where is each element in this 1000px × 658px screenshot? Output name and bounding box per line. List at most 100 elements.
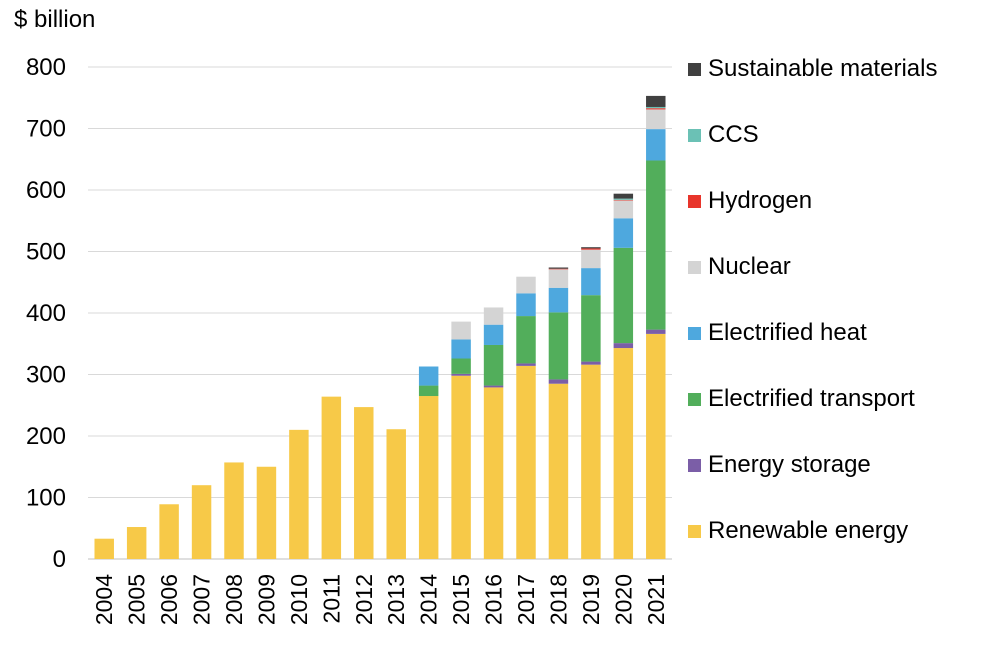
bar-segment-electrified-transport-2021: [646, 160, 666, 330]
bar-segment-nuclear-2020: [613, 200, 634, 219]
bar-segment-renewable-energy-2014: [418, 396, 439, 559]
legend-label: Nuclear: [708, 253, 791, 280]
bar-segment-nuclear-2021: [646, 109, 666, 130]
bar-segment-renewable-energy-2019: [581, 364, 601, 559]
x-tick-label: 2007: [189, 574, 215, 625]
legend-swatch: [688, 392, 701, 406]
bar-segment-electrified-transport-2019: [581, 295, 601, 362]
bar-segment-renewable-energy-2010: [289, 429, 309, 559]
bar-segment-energy-storage-2020: [613, 343, 634, 349]
bar-segment-ccs-2021: [646, 106, 666, 109]
legend-label: Hydrogen: [708, 187, 813, 214]
bar-segment-electrified-heat-2019: [581, 268, 601, 296]
unit-label: $ billion: [14, 6, 96, 33]
legend-label: Electrified heat: [708, 319, 867, 346]
bar-segment-renewable-energy-2007: [191, 485, 212, 559]
bar-segment-electrified-transport-2018: [548, 312, 569, 380]
bar-segment-hydrogen-2019: [581, 248, 601, 250]
x-tick-label: 2005: [124, 574, 150, 625]
x-tick-label: 2017: [513, 574, 539, 625]
x-tick-label: 2021: [643, 574, 669, 625]
x-tick-labels: 2004 2005 2006 2007 2008 2009 2010 2011 2012 2013…: [91, 574, 669, 625]
bar-segment-electrified-heat-2017: [516, 293, 536, 317]
bar-segment-sustainable-materials-2019: [581, 247, 601, 249]
legend-item: Hydrogen: [688, 184, 812, 218]
legend-label: CCS: [708, 121, 759, 148]
bar-segment-electrified-heat-2016: [483, 324, 504, 345]
legend-swatch: [688, 260, 701, 274]
y-tick-label: 400: [26, 300, 66, 327]
bar-segment-electrified-transport-2014: [418, 385, 439, 397]
bar-segment-nuclear-2019: [581, 249, 601, 269]
bar-segment-renewable-energy-2016: [483, 387, 504, 559]
bar-segment-renewable-energy-2011: [321, 396, 342, 559]
x-tick-label: 2015: [448, 574, 474, 625]
legend-item: Renewable energy: [688, 514, 908, 548]
bar-segment-sustainable-materials-2020: [613, 193, 634, 199]
legend-item: Energy storage: [688, 448, 871, 482]
legend-swatch: [688, 458, 701, 472]
bar-segment-nuclear-2015: [451, 321, 471, 340]
y-tick-label: 300: [26, 362, 66, 389]
x-tick-label: 2014: [416, 574, 442, 625]
x-tick-label: 2004: [91, 574, 117, 625]
bar-segment-energy-storage-2016: [483, 385, 504, 388]
bar-segment-nuclear-2018: [548, 269, 569, 288]
bar-segment-hydrogen-2020: [613, 199, 634, 201]
bar-segment-renewable-energy-2017: [516, 365, 536, 559]
legend-swatch: [688, 62, 701, 76]
y-tick-label: 0: [53, 546, 66, 573]
bar-segment-renewable-energy-2018: [548, 383, 569, 559]
x-tick-label: 2016: [481, 574, 507, 625]
legend-label: Energy storage: [708, 451, 871, 478]
grid-lines: [88, 66, 672, 560]
bar-segment-electrified-transport-2015: [451, 358, 471, 374]
bars: [94, 95, 666, 559]
x-tick-label: 2008: [221, 574, 247, 625]
y-tick-label: 600: [26, 177, 66, 204]
x-tick-label: 2013: [383, 574, 409, 625]
x-tick-label: 2006: [156, 574, 182, 625]
y-tick-labels: 0 100 200 300 400 500 600 700 800: [26, 54, 66, 573]
bar-segment-sustainable-materials-2018: [548, 267, 569, 269]
y-tick-label: 500: [26, 239, 66, 266]
bar-segment-electrified-heat-2021: [646, 129, 666, 161]
legend-label: Renewable energy: [708, 517, 909, 544]
bar-segment-renewable-energy-2005: [126, 527, 147, 559]
x-tick-label: 2009: [253, 574, 279, 625]
bar-segment-renewable-energy-2021: [646, 333, 666, 559]
legend-swatch: [688, 194, 701, 208]
bar-segment-renewable-energy-2008: [224, 462, 244, 559]
bar-segment-renewable-energy-2013: [386, 429, 406, 559]
bar-segment-electrified-heat-2014: [418, 366, 439, 386]
bar-segment-electrified-heat-2020: [613, 218, 634, 248]
bar-segment-energy-storage-2018: [548, 379, 569, 384]
legend-item: CCS: [688, 118, 759, 152]
legend-item: Nuclear: [688, 250, 791, 284]
bar-segment-renewable-energy-2015: [451, 375, 471, 559]
y-tick-label: 700: [26, 116, 66, 143]
bar-segment-electrified-transport-2020: [613, 247, 634, 344]
legend-swatch: [688, 128, 701, 142]
y-tick-label: 800: [26, 54, 66, 81]
bar-segment-renewable-energy-2012: [354, 407, 374, 559]
legend-swatch: [688, 524, 701, 538]
legend-item: Sustainable materials: [688, 52, 937, 86]
bar-segment-nuclear-2017: [516, 276, 536, 294]
bar-segment-energy-storage-2021: [646, 329, 666, 334]
bar-segment-electrified-transport-2016: [483, 344, 504, 386]
x-tick-label: 2010: [286, 574, 312, 625]
bar-segment-electrified-transport-2017: [516, 316, 536, 364]
bar-segment-energy-storage-2015: [451, 373, 471, 376]
bar-segment-renewable-energy-2004: [94, 538, 114, 559]
legend-swatch: [688, 326, 701, 340]
bar-segment-ccs-2020: [613, 198, 634, 200]
x-tick-label: 2011: [318, 574, 344, 623]
y-tick-label: 200: [26, 423, 66, 450]
bar-segment-electrified-heat-2015: [451, 339, 471, 359]
bar-segment-energy-storage-2017: [516, 363, 536, 366]
bar-segment-hydrogen-2018: [548, 268, 569, 270]
bar-segment-energy-storage-2019: [581, 361, 601, 365]
legend-label: Electrified transport: [708, 385, 915, 412]
